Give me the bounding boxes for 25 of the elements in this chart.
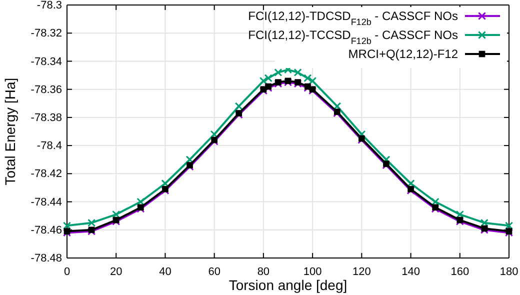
x-tick-label: 60 bbox=[208, 266, 220, 278]
x-axis-title: Torsion angle [deg] bbox=[228, 277, 348, 293]
x-tick-label: 40 bbox=[159, 266, 172, 278]
y-tick-label: -78.48 bbox=[30, 252, 62, 265]
y-axis-title: Total Energy [Ha] bbox=[2, 78, 18, 186]
y-tick-label: -78.38 bbox=[30, 112, 62, 124]
y-tick-label: -78.4 bbox=[36, 140, 62, 152]
y-tick-label: -78.34 bbox=[30, 56, 62, 68]
x-tick-label: 80 bbox=[257, 266, 270, 278]
legend-label: FCI(12,12)-TDCSD$_{F12b}$ - CASSCF NOs bbox=[248, 9, 458, 27]
x-tick-label: 120 bbox=[352, 266, 371, 278]
y-tick-label: -78.46 bbox=[30, 224, 62, 236]
x-tick-label: 100 bbox=[303, 266, 322, 278]
y-tick-label: -78.32 bbox=[30, 28, 62, 40]
x-tick-label: 0 bbox=[64, 266, 70, 278]
x-tick-label: 20 bbox=[110, 266, 122, 278]
legend-label: MRCI+Q(12,12)-F12 bbox=[348, 47, 458, 61]
legend-label: FCI(12,12)-TCCSD$_{F12b}$ - CASSCF NOs bbox=[248, 28, 458, 46]
y-tick-label: -78.42 bbox=[30, 168, 62, 180]
y-tick-label: -78.3 bbox=[36, 0, 62, 12]
x-tick-label: 180 bbox=[500, 266, 518, 278]
y-tick-label: -78.44 bbox=[30, 196, 62, 208]
x-tick-label: 160 bbox=[450, 266, 470, 278]
y-tick-label: -78.36 bbox=[30, 84, 62, 96]
x-tick-label: 140 bbox=[402, 266, 420, 278]
